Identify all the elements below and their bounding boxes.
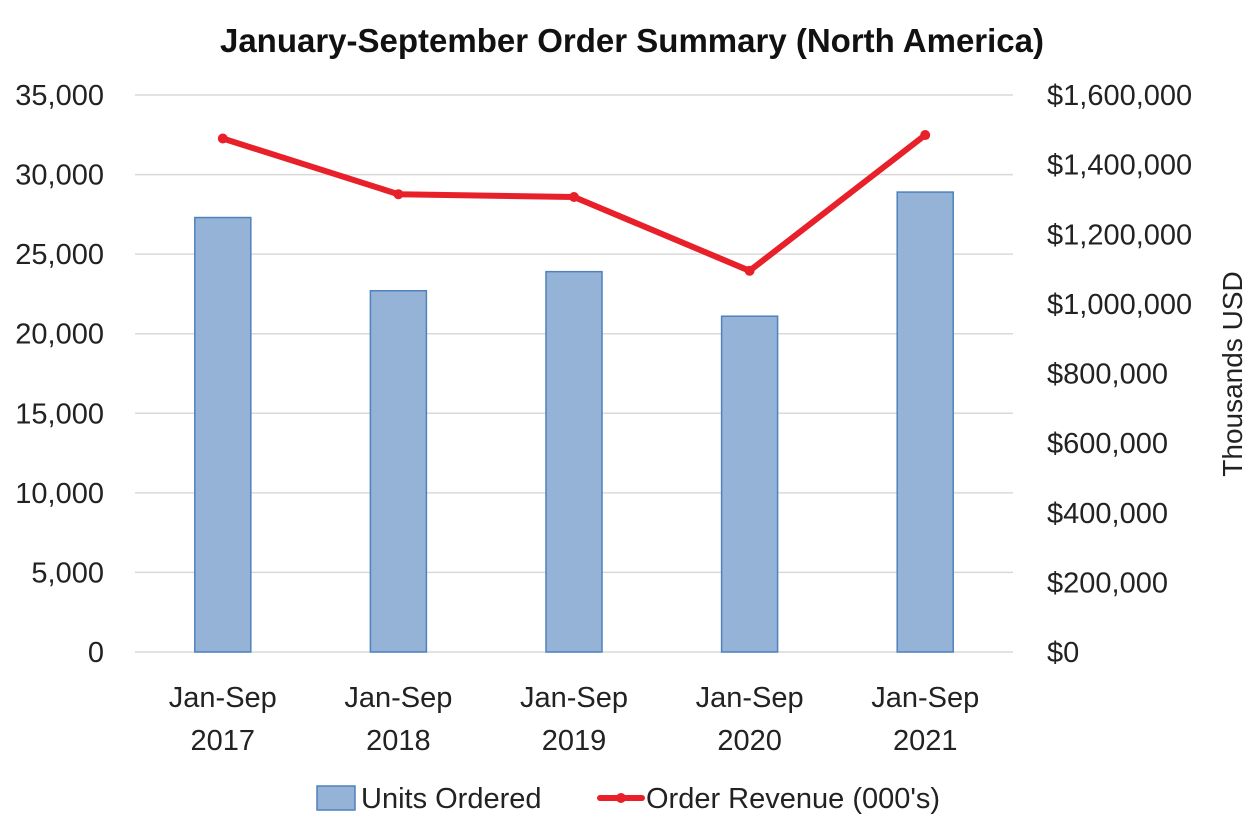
x-axis-tick-label: Jan-Sep [871, 682, 979, 714]
left-axis-tick-label: 5,000 [31, 557, 104, 589]
x-axis-tick-label: 2021 [893, 725, 958, 757]
left-axis-tick-labels: 0 5,000 10,000 15,000 20,000 25,000 30,000 35,0… [15, 80, 104, 669]
legend-label-units-ordered: Units Ordered [361, 783, 542, 815]
legend-label-order-revenue: Order Revenue (000's) [646, 783, 940, 815]
legend-marker-order-revenue [616, 793, 626, 803]
right-axis-tick-label: $400,000 [1047, 498, 1168, 530]
right-axis-tick-label: $800,000 [1047, 359, 1168, 391]
right-axis-tick-label: $0 [1047, 637, 1079, 669]
x-axis-tick-label: Jan-Sep [696, 682, 804, 714]
left-axis-tick-label: 30,000 [15, 160, 104, 192]
units-ordered-bar [194, 216, 252, 653]
order-revenue-point [217, 133, 228, 144]
x-axis-tick-label: Jan-Sep [169, 682, 277, 714]
units-ordered-bar [369, 289, 428, 653]
left-axis-tick-label: 15,000 [15, 398, 104, 430]
order-revenue-point [393, 189, 404, 200]
x-axis-tick-label: Jan-Sep [344, 682, 452, 714]
left-axis-tick-label: 25,000 [15, 239, 104, 271]
left-axis-tick-label: 0 [88, 637, 104, 669]
right-axis-tick-label: $1,000,000 [1047, 289, 1192, 321]
left-axis-tick-label: 20,000 [15, 319, 104, 351]
right-axis-tick-label: $1,200,000 [1047, 219, 1192, 251]
right-axis-tick-label: $1,400,000 [1047, 150, 1192, 182]
left-axis-tick-label: 10,000 [15, 478, 104, 510]
order-revenue-point [569, 192, 579, 203]
order-revenue-series-line [219, 132, 929, 274]
x-axis-tick-label: 2019 [542, 725, 607, 757]
right-axis-tick-label: $200,000 [1047, 567, 1168, 599]
right-axis-tick-label: $600,000 [1047, 428, 1168, 460]
units-ordered-bar [896, 191, 954, 653]
units-ordered-bars [194, 191, 954, 653]
x-axis-tick-label: 2018 [366, 725, 431, 757]
chart-title: January-September Order Summary (North A… [220, 22, 1044, 59]
right-axis-tick-labels: $0 $200,000 $400,000 $600,000 $800,000 $1,000… [1047, 80, 1192, 669]
x-axis-tick-label: 2017 [191, 725, 256, 757]
x-axis-tick-label: 2020 [717, 725, 782, 757]
x-axis-tick-label: Jan-Sep [520, 682, 628, 714]
legend-swatch-units-ordered [316, 785, 356, 811]
order-revenue-line [217, 130, 931, 276]
units-ordered-bar [720, 315, 779, 653]
order-revenue-point [744, 265, 755, 276]
legend: Units Ordered Order Revenue (000's) [316, 783, 940, 815]
right-axis-title: Thousands USD [1217, 271, 1248, 476]
left-axis-tick-label: 35,000 [15, 80, 104, 112]
units-ordered-bar [545, 270, 603, 653]
order-revenue-point [920, 130, 931, 141]
right-axis-tick-label: $1,600,000 [1047, 80, 1192, 112]
x-axis-tick-labels: Jan-Sep 2017 Jan-Sep 2018 Jan-Sep 2019 Jan-Sep… [169, 682, 979, 757]
